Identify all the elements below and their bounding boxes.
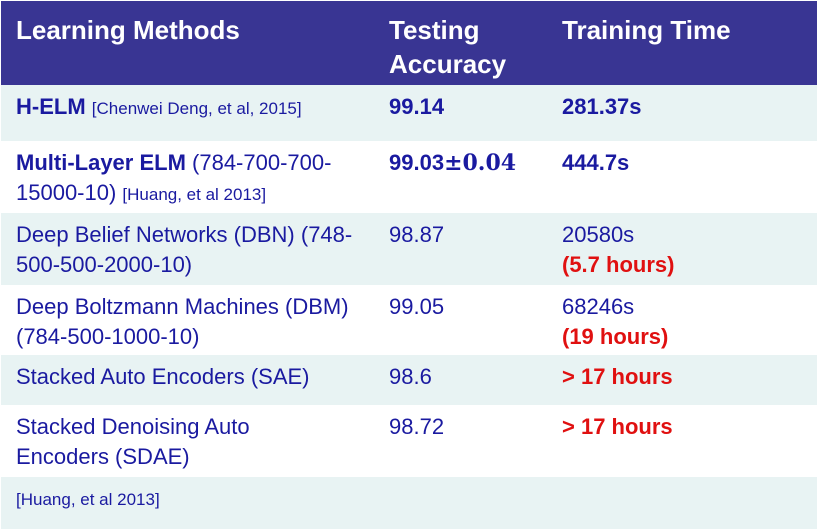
method-name: Stacked Auto Encoders (SAE): [16, 364, 310, 389]
header-learning-methods: Learning Methods: [1, 1, 374, 85]
accuracy-value: 98.72: [389, 414, 445, 439]
accuracy-cell: 99.05: [374, 285, 547, 355]
method-ref: [Chenwei Deng, et al, 2015]: [91, 99, 302, 118]
table-row: Deep Belief Networks (DBN) (748-500-500-…: [1, 213, 817, 285]
header-col2-line2: Accuracy: [389, 49, 507, 79]
time-cell: > 17 hours: [547, 405, 817, 477]
footnote-text: [Huang, et al 2013]: [16, 490, 160, 509]
time-cell: 444.7s: [547, 141, 817, 213]
header-col3-text: Training Time: [562, 15, 731, 45]
method-name: Multi-Layer ELM: [16, 150, 186, 175]
footnote-row: [Huang, et al 2013]: [1, 477, 817, 529]
accuracy-cell: 98.6: [374, 355, 547, 405]
method-cell: Stacked Auto Encoders (SAE): [1, 355, 374, 405]
time-hours-note: (5.7 hours): [562, 252, 675, 277]
time-cell: > 17 hours: [547, 355, 817, 405]
header-training-time: Training Time: [547, 1, 817, 85]
method-name: Deep Boltzmann Machines (DBM) (784-500-1…: [16, 294, 349, 349]
method-ref: [Huang, et al 2013]: [122, 185, 267, 204]
time-value: 68246s: [562, 294, 635, 319]
table-header-row: Learning Methods Testing Accuracy Trainin…: [1, 1, 817, 85]
time-value: 20580s: [562, 222, 635, 247]
method-cell: H-ELM [Chenwei Deng, et al, 2015]: [1, 85, 374, 141]
time-cell: 68246s (19 hours): [547, 285, 817, 355]
header-col2-line1: Testing: [389, 15, 480, 45]
time-hours-note: > 17 hours: [562, 414, 673, 439]
method-cell: Stacked Denoising Auto Encoders (SDAE): [1, 405, 374, 477]
table-row: Stacked Denoising Auto Encoders (SDAE) 9…: [1, 405, 817, 477]
header-testing-accuracy: Testing Accuracy: [374, 1, 547, 85]
table-row: H-ELM [Chenwei Deng, et al, 2015] 99.14 …: [1, 85, 817, 141]
table-row: Deep Boltzmann Machines (DBM) (784-500-1…: [1, 285, 817, 355]
accuracy-cell: 98.72: [374, 405, 547, 477]
accuracy-plusminus: ±0.04: [444, 150, 517, 176]
accuracy-cell: 99.03±0.04: [374, 141, 547, 213]
method-cell: Deep Boltzmann Machines (DBM) (784-500-1…: [1, 285, 374, 355]
time-cell: 20580s (5.7 hours): [547, 213, 817, 285]
header-col1-text: Learning Methods: [16, 15, 240, 45]
method-name: Deep Belief Networks (DBN) (748-500-500-…: [16, 222, 353, 277]
time-value: 444.7s: [562, 150, 630, 175]
accuracy-value: 98.6: [389, 364, 432, 389]
method-name: Stacked Denoising Auto Encoders (SDAE): [16, 414, 250, 469]
accuracy-value: 99.14: [389, 94, 445, 119]
accuracy-cell: 98.87: [374, 213, 547, 285]
time-hours-note: > 17 hours: [562, 364, 673, 389]
table-row: Stacked Auto Encoders (SAE) 98.6 > 17 ho…: [1, 355, 817, 405]
accuracy-value: 99.03: [389, 150, 445, 175]
footnote-cell: [Huang, et al 2013]: [1, 477, 817, 529]
time-hours-note: (19 hours): [562, 324, 669, 349]
table-row: Multi-Layer ELM (784-700-700-15000-10) […: [1, 141, 817, 213]
method-name: H-ELM: [16, 94, 86, 119]
accuracy-value: 99.05: [389, 294, 445, 319]
accuracy-cell: 99.14: [374, 85, 547, 141]
method-cell: Deep Belief Networks (DBN) (748-500-500-…: [1, 213, 374, 285]
method-detail: (784-700-700-15000-10): [16, 150, 332, 205]
time-cell: 281.37s: [547, 85, 817, 141]
accuracy-value: 98.87: [389, 222, 445, 247]
method-cell: Multi-Layer ELM (784-700-700-15000-10) […: [1, 141, 374, 213]
time-value: 281.37s: [562, 94, 642, 119]
